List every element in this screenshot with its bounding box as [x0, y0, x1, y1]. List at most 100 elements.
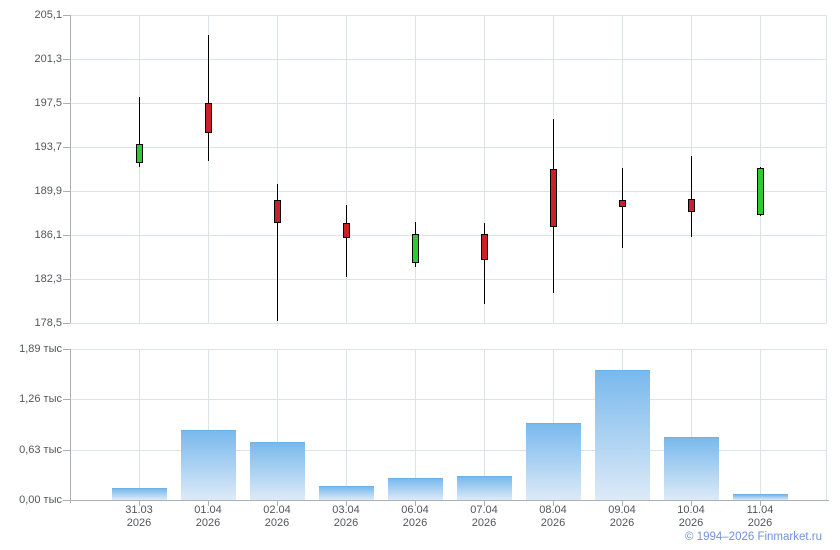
price-y-tick: [63, 279, 70, 280]
volume-vertical-gridline: [415, 349, 416, 500]
x-axis-date-label: 11.04 2026: [746, 504, 774, 529]
volume-y-tick: [63, 500, 70, 501]
volume-bar[interactable]: [181, 429, 236, 500]
volume-bar[interactable]: [250, 441, 305, 500]
price-y-tick: [63, 15, 70, 16]
candle-wick: [208, 34, 209, 161]
x-axis-tick: [346, 501, 347, 506]
price-y-axis-line: [70, 15, 71, 323]
volume-y-tick: [63, 450, 70, 451]
volume-y-tick-label: 1,26 тыс: [19, 393, 62, 405]
volume-bar[interactable]: [388, 477, 443, 500]
candle-wick: [139, 97, 140, 167]
x-axis-date-label: 08.04 2026: [539, 504, 567, 529]
x-axis-date-label: 02.04 2026: [263, 504, 291, 529]
price-y-tick: [63, 323, 70, 324]
price-y-tick-label: 178,5: [34, 317, 62, 329]
volume-y-tick: [63, 399, 70, 400]
price-y-tick-label: 186,1: [34, 229, 62, 241]
x-axis-date-label: 10.04 2026: [677, 504, 705, 529]
price-y-tick-label: 197,5: [34, 97, 62, 109]
price-y-tick-label: 189,9: [34, 185, 62, 197]
price-gridline: [70, 103, 826, 104]
price-vertical-gridline: [139, 15, 140, 323]
price-vertical-gridline: [277, 15, 278, 323]
x-axis-tick: [484, 501, 485, 506]
price-gridline: [70, 59, 826, 60]
price-y-tick-label: 182,3: [34, 273, 62, 285]
x-axis-tick: [691, 501, 692, 506]
x-axis-date-label: 09.04 2026: [608, 504, 636, 529]
candle-wick: [346, 204, 347, 277]
x-axis-tick: [415, 501, 416, 506]
candle-body[interactable]: [136, 143, 143, 164]
candle-body[interactable]: [274, 200, 281, 224]
candle-body[interactable]: [481, 233, 488, 261]
candle-wick: [691, 156, 692, 238]
price-gridline: [70, 323, 826, 324]
price-gridline: [70, 235, 826, 236]
price-y-tick: [63, 235, 70, 236]
volume-vertical-gridline: [208, 349, 209, 500]
volume-bar[interactable]: [112, 488, 167, 500]
price-y-tick-label: 193,7: [34, 141, 62, 153]
volume-y-axis-line: [70, 349, 71, 503]
candle-wick: [277, 184, 278, 321]
volume-vertical-gridline: [484, 349, 485, 500]
x-axis-date-label: 06.04 2026: [401, 504, 429, 529]
candle-wick: [622, 167, 623, 248]
price-y-tick: [63, 103, 70, 104]
candle-body[interactable]: [550, 169, 557, 227]
volume-bar[interactable]: [595, 369, 650, 500]
volume-y-tick: [63, 349, 70, 350]
candle-body[interactable]: [757, 167, 764, 216]
volume-bar[interactable]: [733, 493, 788, 500]
price-vertical-gridline: [415, 15, 416, 323]
price-plot-right-border: [826, 15, 827, 323]
volume-vertical-gridline: [691, 349, 692, 500]
volume-baseline: [69, 500, 829, 501]
volume-bar[interactable]: [526, 422, 581, 500]
price-vertical-gridline: [484, 15, 485, 323]
candle-body[interactable]: [412, 233, 419, 263]
x-axis-tick: [277, 501, 278, 506]
price-gridline: [70, 191, 826, 192]
price-y-tick: [63, 191, 70, 192]
price-y-tick-label: 201,3: [34, 53, 62, 65]
x-axis-date-label: 31.03 2026: [125, 504, 153, 529]
candle-body[interactable]: [619, 200, 626, 208]
candle-body[interactable]: [688, 199, 695, 212]
volume-vertical-gridline: [346, 349, 347, 500]
price-y-tick: [63, 147, 70, 148]
volume-bar[interactable]: [457, 476, 512, 500]
volume-vertical-gridline: [760, 349, 761, 500]
volume-gridline: [70, 399, 826, 400]
price-gridline: [70, 147, 826, 148]
price-y-tick-label: 205,1: [34, 9, 62, 21]
volume-bar[interactable]: [664, 436, 719, 500]
price-gridline: [70, 279, 826, 280]
volume-gridline: [70, 450, 826, 451]
volume-y-tick-label: 0,63 тыс: [19, 444, 62, 456]
volume-bar[interactable]: [319, 486, 374, 500]
volume-plot-right-border: [826, 349, 827, 500]
price-y-tick: [63, 59, 70, 60]
x-axis-tick: [553, 501, 554, 506]
x-axis-date-label: 03.04 2026: [332, 504, 360, 529]
price-vertical-gridline: [346, 15, 347, 323]
candle-body[interactable]: [205, 103, 212, 134]
x-axis-tick: [622, 501, 623, 506]
volume-vertical-gridline: [139, 349, 140, 500]
copyright-link[interactable]: © 1994–2026 Finmarket.ru: [685, 531, 822, 543]
x-axis-date-label: 07.04 2026: [470, 504, 498, 529]
volume-gridline: [70, 349, 826, 350]
x-axis-tick: [208, 501, 209, 506]
volume-y-tick-label: 1,89 тыс: [19, 343, 62, 355]
x-axis-tick: [139, 501, 140, 506]
volume-y-tick-label: 0,00 тыс: [19, 494, 62, 506]
candle-body[interactable]: [343, 223, 350, 239]
